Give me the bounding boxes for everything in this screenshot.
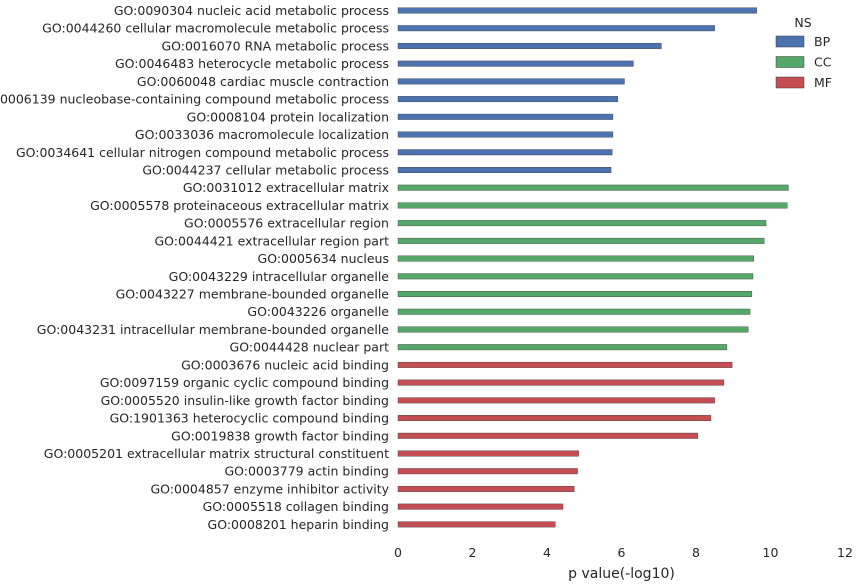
bar-bp (397, 149, 613, 156)
category-label: GO:0044421 extracellular region part (154, 233, 389, 248)
legend-label-bp: BP (814, 34, 831, 49)
category-label: GO:0043227 membrane-bounded organelle (116, 287, 390, 302)
category-label: GO:0003779 actin binding (224, 464, 389, 479)
category-label: GO:0044428 nuclear part (230, 340, 390, 355)
category-label: GO:0060048 cardiac muscle contraction (137, 74, 389, 89)
bar-cc (397, 326, 749, 333)
bars-group (397, 7, 789, 528)
category-label: GO:0008104 protein localization (187, 109, 389, 124)
category-label: GO:0044237 cellular metabolic process (142, 162, 389, 177)
bar-cc (397, 255, 754, 262)
category-label: GO:0046483 heterocycle metabolic process (115, 56, 389, 71)
legend-swatch-mf (775, 76, 805, 89)
bar-cc (397, 291, 753, 297)
bar-cc (397, 220, 767, 227)
legend-label-cc: CC (814, 55, 832, 70)
x-axis-title: p value(-log10) (568, 566, 675, 582)
x-tick-label: 2 (469, 545, 477, 560)
x-tick-label: 8 (692, 545, 700, 560)
category-label: GO:0016070 RNA metabolic process (161, 38, 389, 53)
bar-cc (397, 237, 765, 244)
category-label: GO:0004857 enzyme inhibitor activity (150, 481, 389, 496)
category-label: GO:0034641 cellular nitrogen compound me… (16, 145, 389, 160)
bar-mf (397, 415, 712, 422)
category-label: GO:0043229 intracellular organelle (169, 269, 390, 284)
category-label: GO:1901363 heterocyclic compound binding (110, 411, 389, 426)
legend-swatch-cc (775, 56, 805, 68)
bar-mf (397, 361, 733, 368)
bar-mf (397, 397, 715, 404)
category-label: GO:0006139 nucleobase-containing compoun… (0, 92, 389, 107)
category-label: GO:0005634 nucleus (258, 251, 389, 266)
legend-title: NS (794, 15, 811, 30)
bar-bp (397, 25, 715, 32)
category-label: GO:0031012 extracellular matrix (183, 180, 389, 195)
bar-mf (397, 521, 556, 528)
bar-bp (397, 167, 612, 173)
legend-swatch-bp (775, 35, 805, 48)
x-tick-label: 4 (543, 545, 551, 560)
x-axis-ticks: 0 2 4 6 8 10 12 (394, 545, 853, 560)
bar-mf (397, 450, 579, 457)
bar-bp (397, 131, 614, 138)
bar-mf (397, 379, 725, 386)
category-label: GO:0033036 macromolecule localization (135, 127, 389, 142)
category-label: GO:0005578 proteinaceous extracellular m… (90, 198, 389, 213)
bar-cc (397, 202, 788, 209)
bar-mf (397, 485, 575, 492)
bar-mf (397, 503, 564, 510)
legend-label-mf: MF (814, 75, 832, 90)
x-tick-label: 0 (394, 545, 402, 560)
bar-bp (397, 96, 618, 103)
category-labels: GO:0090304 nucleic acid metabolic proces… (0, 3, 390, 532)
category-label: GO:0003676 nucleic acid binding (181, 357, 389, 372)
x-tick-label: 6 (618, 545, 626, 560)
category-label: GO:0043231 intracellular membrane-bounde… (37, 322, 390, 337)
bar-bp (397, 113, 614, 120)
bar-mf (397, 468, 578, 475)
legend-items: BP CC MF (775, 34, 832, 90)
category-label: GO:0044260 cellular macromolecule metabo… (42, 21, 389, 36)
bar-cc (397, 308, 751, 315)
category-label: GO:0097159 organic cyclic compound bindi… (100, 375, 389, 390)
bar-bp (397, 42, 662, 49)
legend: NS BP CC MF (775, 15, 832, 90)
bar-cc (397, 184, 789, 191)
category-label: GO:0005518 collagen binding (203, 499, 389, 514)
category-label: GO:0019838 growth factor binding (171, 428, 389, 443)
x-tick-label: 10 (763, 545, 779, 560)
bar-cc (397, 344, 728, 351)
bar-mf (397, 432, 699, 439)
category-label: GO:0008201 heparin binding (208, 517, 389, 532)
category-label: GO:0005201 extracellular matrix structur… (44, 446, 389, 461)
category-label: GO:0090304 nucleic acid metabolic proces… (114, 3, 389, 18)
bar-bp (397, 78, 625, 85)
bar-bp (397, 7, 757, 14)
x-tick-label: 12 (837, 545, 853, 560)
bar-bp (397, 60, 634, 67)
bar-cc (397, 273, 754, 280)
category-label: GO:0005576 extracellular region (184, 216, 389, 231)
category-label: GO:0043226 organelle (247, 304, 389, 319)
category-label: GO:0005520 insulin-like growth factor bi… (101, 393, 389, 408)
